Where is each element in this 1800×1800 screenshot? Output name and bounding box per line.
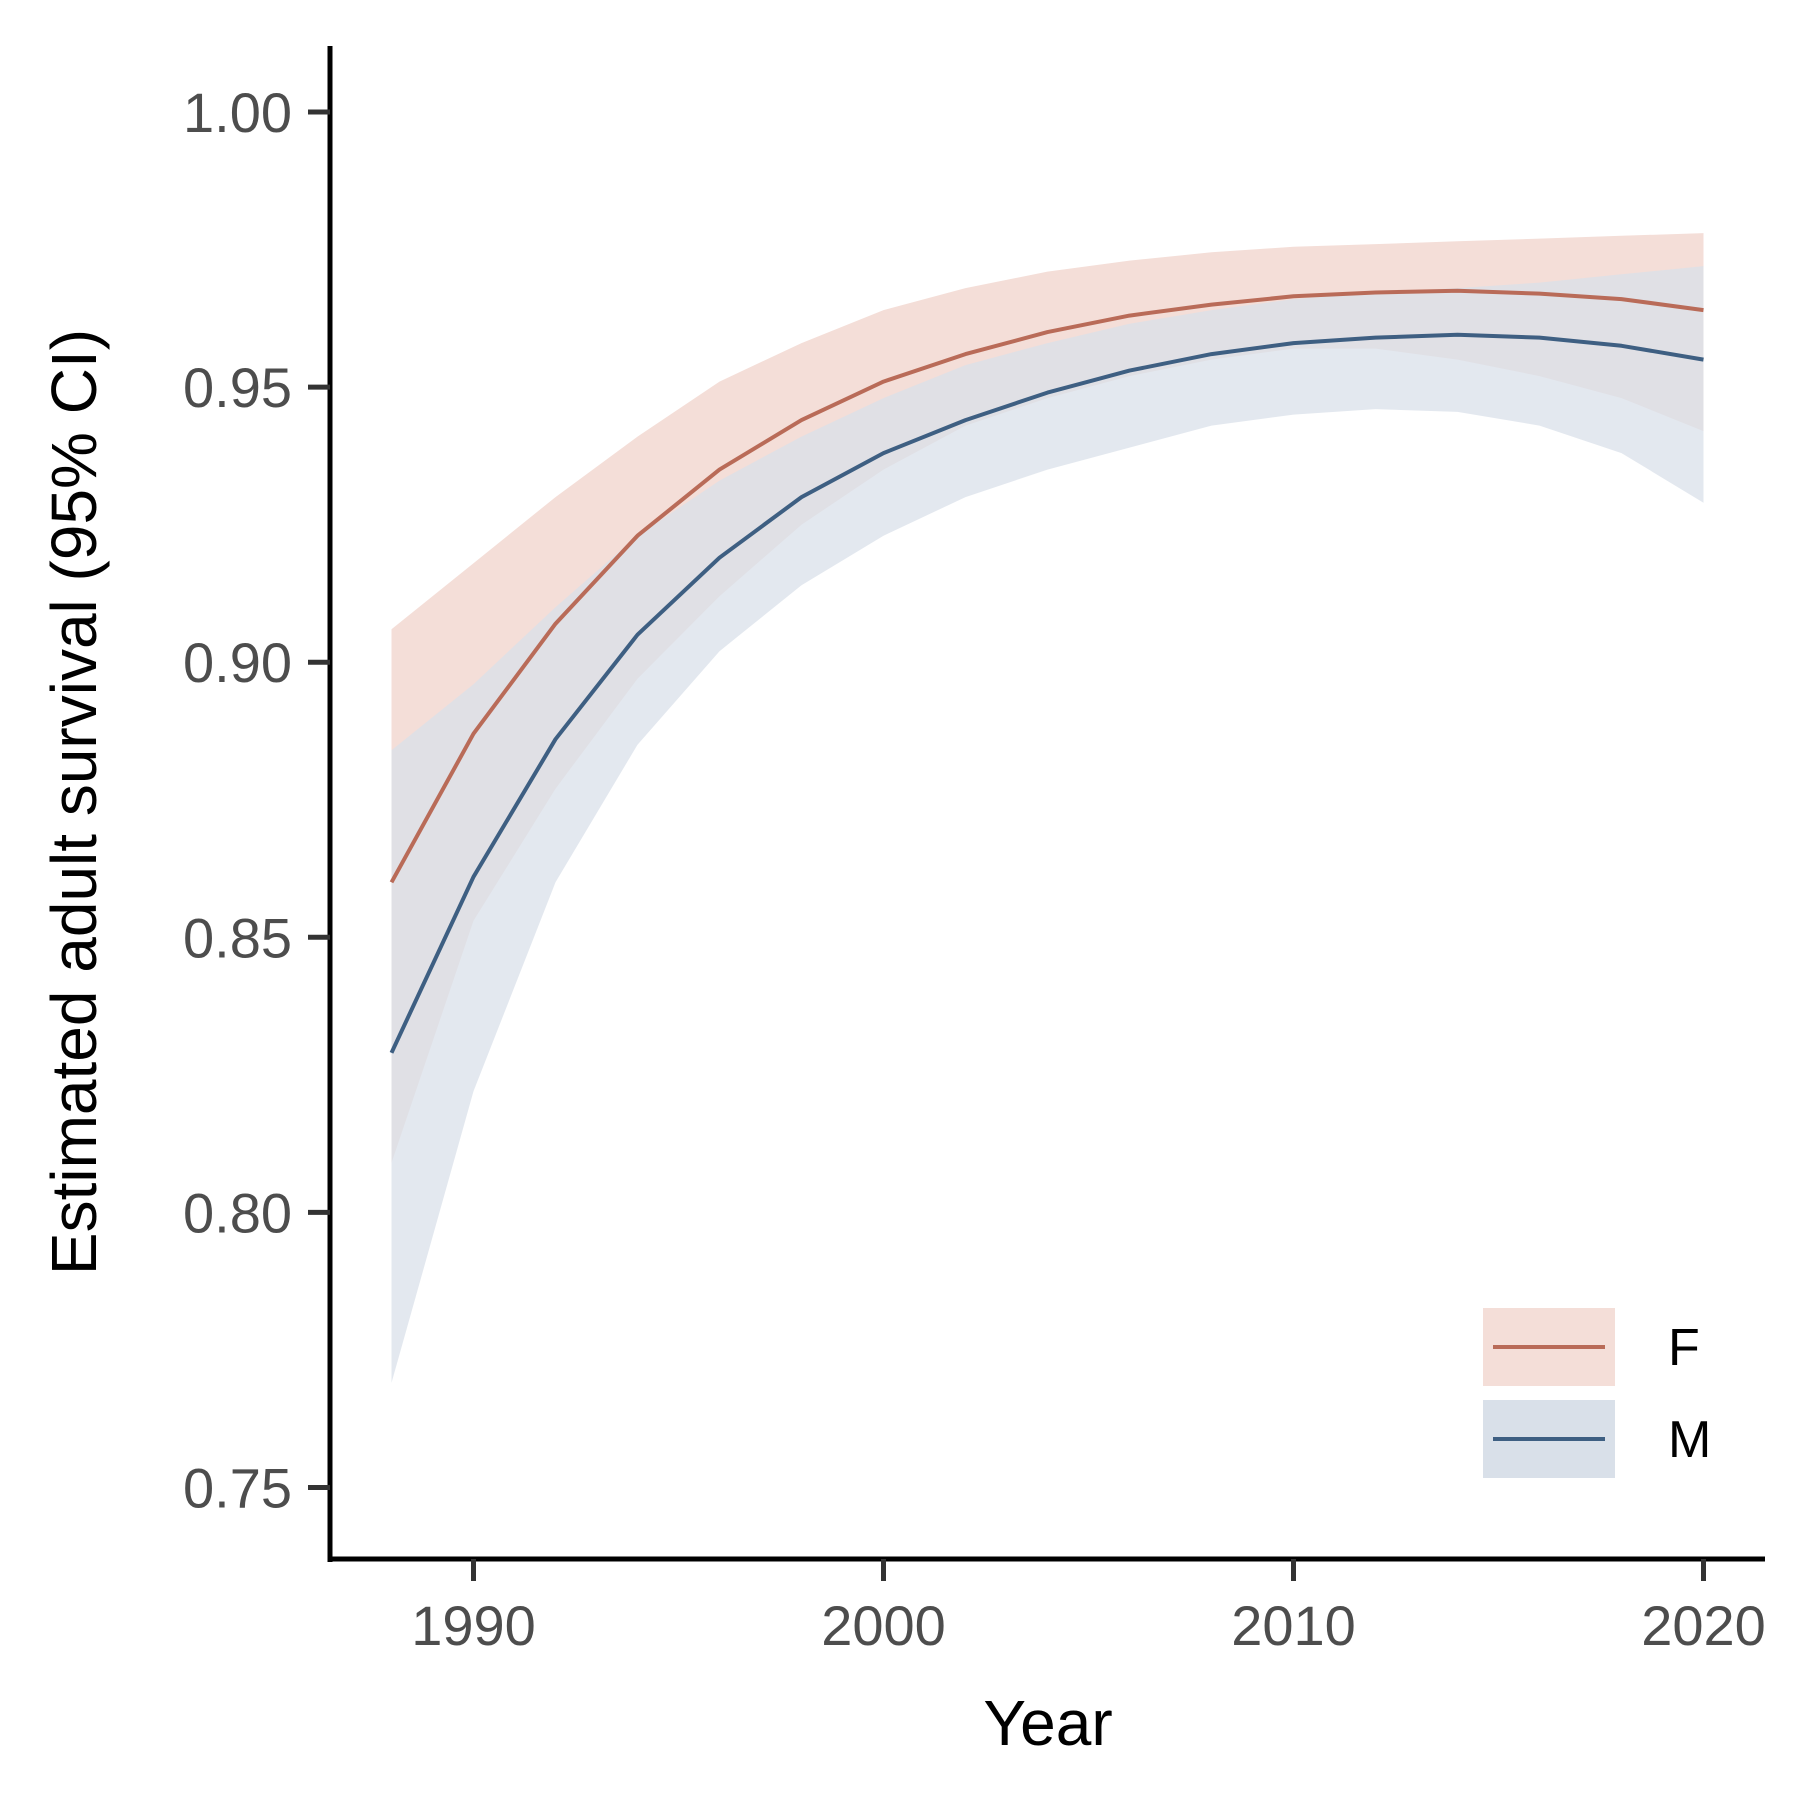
x-axis-ticks: 1990 2000 2010 2020 [411,1559,1766,1657]
y-axis-title: Estimated adult survival (95% CI) [38,329,110,1275]
x-tick-label: 2020 [1641,1594,1766,1657]
y-axis-ticks: 0.75 0.80 0.85 0.90 0.95 1.00 [183,81,330,1519]
confidence-ribbons [391,233,1704,1383]
x-tick-label: 2010 [1231,1594,1356,1657]
series-lines [389,288,1704,1054]
legend-label-F: F [1668,1319,1700,1377]
ribbon-F [391,233,1704,1163]
series-line-F [389,288,1704,884]
ribbon-M [391,266,1704,1383]
x-tick-label: 2000 [821,1594,946,1657]
y-tick-label: 0.85 [183,906,292,969]
y-tick-label: 0.95 [183,356,292,419]
x-axis-title: Year [983,1687,1112,1759]
legend: FM [1483,1308,1711,1478]
x-tick-label: 1990 [411,1594,536,1657]
legend-item-F: F [1483,1308,1700,1386]
y-tick-label: 0.75 [183,1456,292,1519]
y-tick-label: 1.00 [183,81,292,144]
series-line-M [389,332,1704,1054]
y-tick-label: 0.80 [183,1181,292,1244]
legend-label-M: M [1668,1411,1711,1469]
y-tick-label: 0.90 [183,631,292,694]
legend-item-M: M [1483,1400,1711,1478]
